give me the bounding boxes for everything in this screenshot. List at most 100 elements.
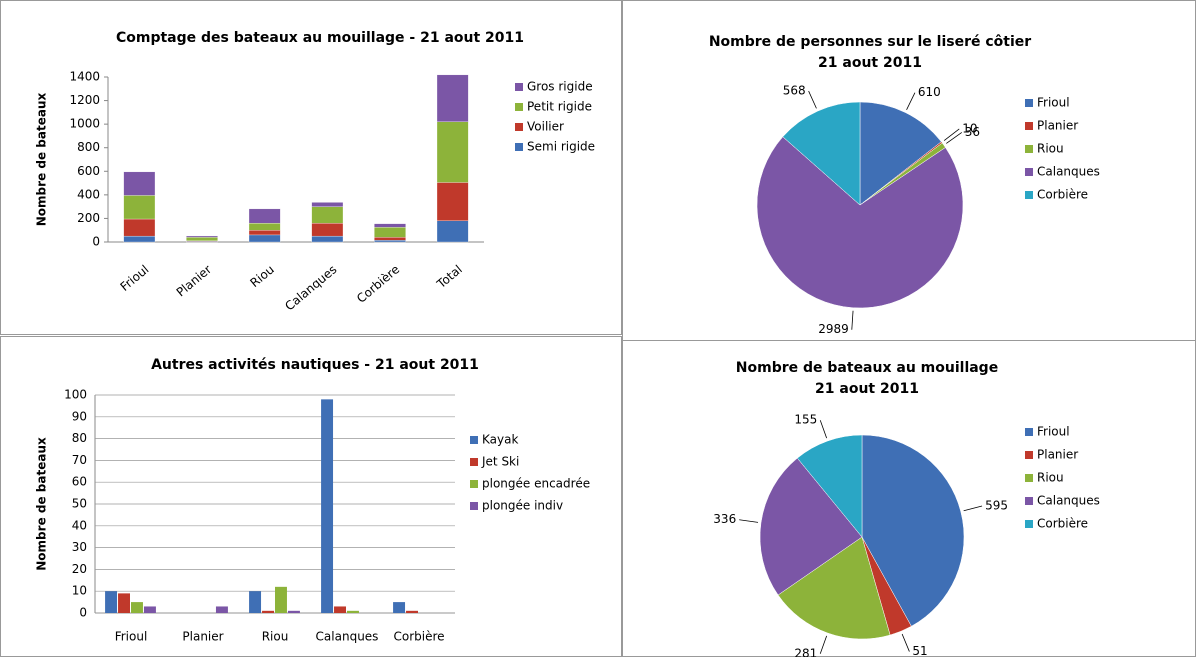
y-tick-label: 0 (79, 606, 87, 620)
bar-segment (374, 223, 406, 228)
legend-swatch (515, 123, 523, 131)
bar-segment (436, 121, 469, 183)
legend-label: Frioul (1037, 425, 1070, 439)
legend-label: Jet Ski (481, 455, 519, 469)
legend-swatch (1025, 145, 1033, 153)
data-label: 610 (918, 85, 941, 99)
leader-line (819, 635, 828, 654)
data-label: 36 (965, 125, 980, 139)
chart-subtitle: 21 aout 2011 (818, 55, 922, 71)
bar-segment (374, 227, 406, 238)
bar-segment (248, 234, 281, 243)
bar (393, 602, 406, 613)
legend-label: Planier (1037, 119, 1078, 133)
bar (287, 610, 300, 613)
legend-label: Corbière (1037, 188, 1088, 202)
chart-title: Autres activités nautiques - 21 aout 201… (151, 357, 479, 373)
bar-segment (311, 206, 344, 224)
leader-line (851, 310, 854, 330)
bar-segment (248, 208, 281, 224)
data-label: 336 (713, 512, 736, 526)
bar (406, 610, 418, 613)
bar (105, 591, 118, 613)
bar-segment (374, 237, 406, 241)
bar-segment (436, 220, 469, 243)
legend-label: Petit rigide (527, 100, 592, 114)
pie-slice (861, 434, 965, 627)
bar (334, 606, 346, 613)
bar-segment (186, 237, 218, 241)
pie-slice (796, 434, 863, 538)
data-label: 2989 (818, 322, 849, 336)
chart-title: Comptage des bateaux au mouillage - 21 a… (116, 30, 524, 46)
bar (143, 606, 156, 613)
bar-segment (123, 195, 156, 220)
legend-label: Kayak (482, 433, 518, 447)
x-tick-label: Planier (182, 630, 223, 644)
y-tick-label: 0 (92, 235, 100, 249)
legend-label: Riou (1037, 471, 1064, 485)
leader-line (739, 519, 759, 523)
x-tick-label: Riou (262, 630, 289, 644)
legend-label: Frioul (1037, 96, 1070, 110)
x-tick-label: Frioul (115, 630, 148, 644)
y-tick-label: 600 (77, 164, 100, 178)
legend-swatch (1025, 191, 1033, 199)
bar-segment (311, 202, 344, 207)
leader-line (943, 128, 960, 141)
panel (0, 0, 622, 335)
bar (275, 586, 287, 613)
y-axis-label: Nombre de bateaux (35, 93, 49, 227)
y-tick-label: 1400 (69, 70, 100, 84)
leader-line (963, 505, 983, 512)
legend-swatch (515, 83, 523, 91)
leader-line (819, 420, 828, 439)
bar-segment (248, 230, 281, 236)
y-tick-label: 50 (72, 497, 87, 511)
legend-swatch (1025, 497, 1033, 505)
bar-segment (374, 240, 406, 243)
bar (131, 602, 143, 613)
pie-slice (777, 536, 891, 640)
bar (118, 593, 130, 613)
x-tick-label: Corbière (393, 630, 444, 644)
y-tick-label: 80 (72, 431, 87, 445)
bar (262, 610, 274, 613)
legend-swatch (515, 143, 523, 151)
bar-segment (311, 222, 344, 237)
y-tick-label: 60 (72, 475, 87, 489)
legend-swatch (1025, 122, 1033, 130)
bar-segment (248, 222, 281, 231)
y-tick-label: 90 (72, 409, 87, 423)
data-label: 51 (912, 644, 927, 657)
x-tick-label: Calanques (316, 630, 379, 644)
bar (347, 610, 359, 613)
y-tick-label: 200 (77, 211, 100, 225)
legend-label: Semi rigide (527, 140, 595, 154)
y-tick-label: 400 (77, 187, 100, 201)
pie-slice (782, 101, 861, 206)
legend-swatch (470, 436, 478, 444)
pie-slice (859, 101, 942, 206)
bar-segment (123, 235, 156, 243)
legend-swatch (1025, 520, 1033, 528)
y-axis-label: Nombre de bateaux (35, 437, 49, 571)
bar-segment (436, 182, 469, 221)
legend-swatch (470, 502, 478, 510)
legend-label: Riou (1037, 142, 1064, 156)
bar (249, 591, 262, 613)
legend-label: Calanques (1037, 165, 1100, 179)
y-tick-label: 30 (72, 540, 87, 554)
data-label: 281 (794, 646, 817, 657)
legend-label: Voilier (527, 120, 564, 134)
data-label: 10 (962, 121, 977, 135)
data-label: 595 (985, 499, 1008, 513)
pie-slice (759, 457, 863, 596)
y-tick-label: 10 (72, 584, 87, 598)
y-tick-label: 800 (77, 140, 100, 154)
chart-subtitle: 21 aout 2011 (815, 381, 919, 397)
bar-segment (311, 235, 344, 243)
bar-segment (186, 235, 218, 238)
legend-swatch (1025, 428, 1033, 436)
chart-title: Nombre de bateaux au mouillage (736, 360, 998, 376)
